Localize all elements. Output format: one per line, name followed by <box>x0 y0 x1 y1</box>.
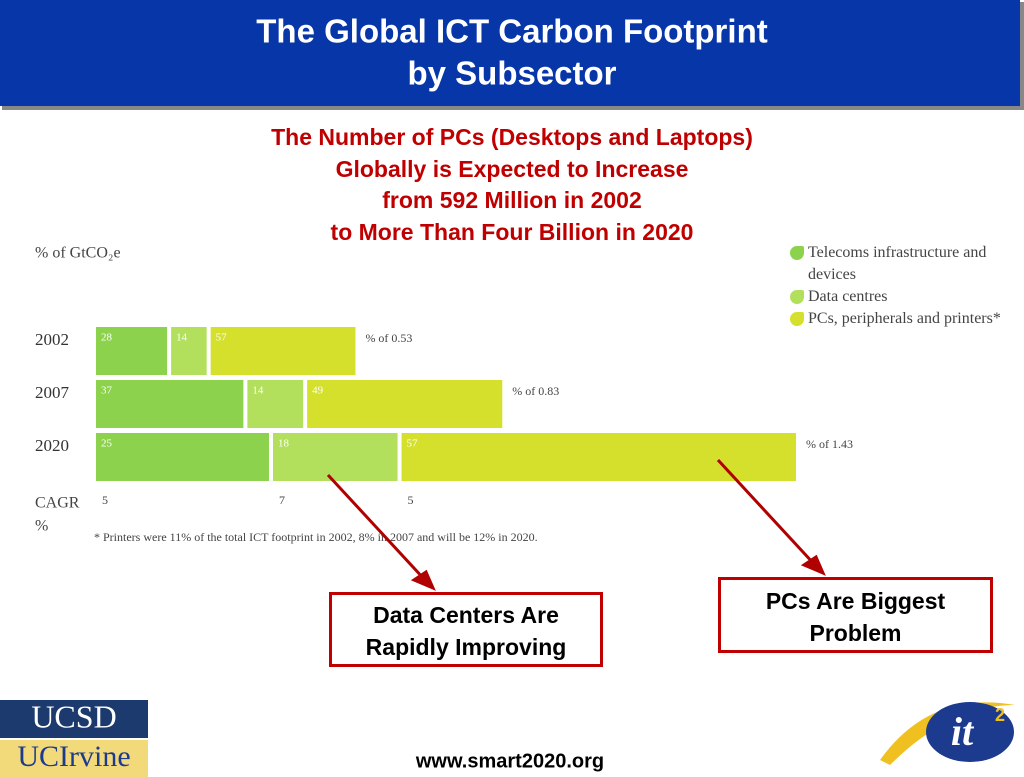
bar-segment <box>247 380 304 428</box>
bar-segment <box>171 327 207 375</box>
it2-text: it <box>951 709 975 754</box>
bar-segment <box>307 380 503 428</box>
title: by Subsector <box>407 55 616 92</box>
total-label: % of 0.53 <box>365 331 412 345</box>
total-label: % of 0.83 <box>512 384 559 398</box>
bar-segment <box>96 327 168 375</box>
callout-line: Rapidly Improving <box>365 634 567 660</box>
value-label: 14 <box>176 332 188 344</box>
legend-label: Data centres <box>808 288 888 305</box>
value-label: 14 <box>252 385 263 397</box>
category-label: 2007 <box>35 383 70 402</box>
value-label: 57 <box>407 438 419 450</box>
legend-label: Telecoms infrastructure and devices <box>808 244 987 283</box>
legend: Telecoms infrastructure and devices Data … <box>790 242 1001 330</box>
category-label: 2002 <box>35 330 69 349</box>
arrow-head <box>410 569 436 591</box>
cagr-value: 5 <box>408 493 414 507</box>
callout: Data Centers Are Rapidly Improving <box>329 592 603 667</box>
callout: PCs Are Biggest Problem <box>718 577 993 653</box>
footnote: * Printers were 11% of the total ICT foo… <box>94 530 538 544</box>
subtitle: Globally is Expected to Increase <box>336 156 689 182</box>
subtitle: The Number of PCs (Desktops and Laptops) <box>271 124 753 150</box>
legend-item: PCs, peripherals and printers* <box>790 308 1001 330</box>
callout-line: Problem <box>809 620 902 646</box>
arrow <box>716 458 817 567</box>
title: The Global ICT Carbon Footprint <box>256 13 767 50</box>
cagr-label: CAGR <box>35 495 80 512</box>
title-band <box>0 0 1020 106</box>
uci-logo <box>0 740 148 777</box>
bar-segment <box>96 380 244 428</box>
category-label: 2020 <box>35 436 69 455</box>
cagr-label: % <box>35 518 48 535</box>
bar-segment <box>96 433 269 481</box>
cagr-value: 5 <box>102 493 108 507</box>
uci-text: UCIrvine <box>17 740 130 773</box>
legend-item: Data centres <box>790 286 1001 308</box>
bar-segment <box>210 327 356 375</box>
value-label: 18 <box>278 438 290 450</box>
value-label: 37 <box>101 385 113 397</box>
value-label: 28 <box>101 332 113 344</box>
subtitle: from 592 Million in 2002 <box>382 187 641 213</box>
value-label: 49 <box>312 385 324 397</box>
ucsd-logo <box>0 700 148 738</box>
it2-logo <box>926 702 1014 762</box>
bar-segment <box>401 433 796 481</box>
total-label: % of 1.43 <box>806 437 853 451</box>
it2-sup: 2 <box>995 705 1005 725</box>
callout-line: Data Centers Are <box>373 602 559 628</box>
callout-line: PCs Are Biggest <box>765 588 946 614</box>
value-label: 57 <box>216 332 228 344</box>
legend-label: PCs, peripherals and printers* <box>808 310 1001 327</box>
legend-swatch <box>790 312 804 326</box>
subtitle: to More Than Four Billion in 2020 <box>331 219 694 245</box>
cagr-value: 7 <box>279 493 285 507</box>
value-label: 25 <box>101 438 113 450</box>
bar-segment <box>273 433 398 481</box>
legend-swatch <box>790 246 804 260</box>
arrow <box>326 473 427 582</box>
legend-item: Telecoms infrastructure and devices <box>790 242 988 286</box>
ucsd-text: UCSD <box>31 698 116 734</box>
y-label: % of GtCO₂e <box>35 245 121 262</box>
legend-swatch <box>790 290 804 304</box>
arrow-head <box>800 554 826 576</box>
footer-url: www.smart2020.org <box>415 750 604 772</box>
